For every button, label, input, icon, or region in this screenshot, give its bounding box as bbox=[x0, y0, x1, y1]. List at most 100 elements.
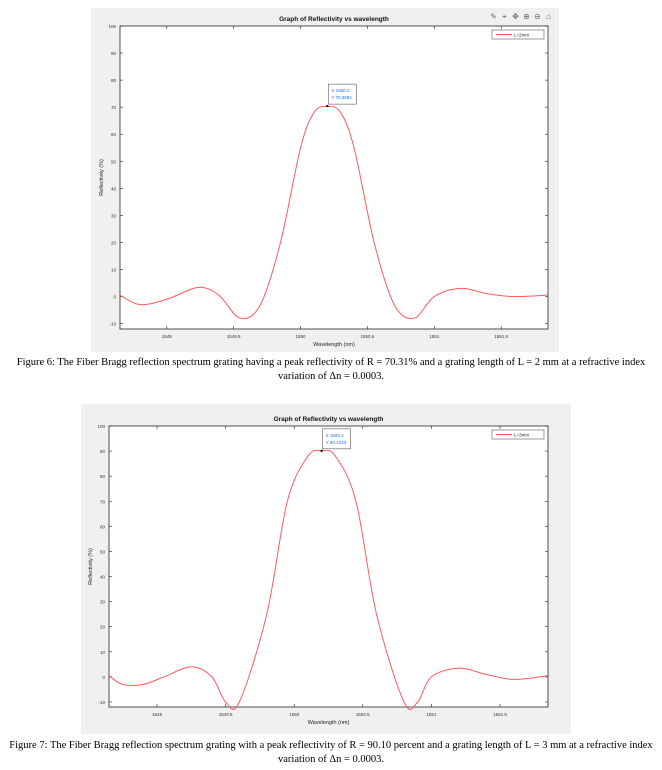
data-point bbox=[220, 296, 221, 297]
y-tick-label: 50 bbox=[100, 549, 106, 554]
data-point bbox=[225, 701, 226, 702]
figure-toolbar: ✎ ⌖ ✥ ⊕ ⊖ ⌂ bbox=[489, 12, 553, 21]
data-point bbox=[287, 501, 288, 502]
plot-area bbox=[108, 425, 549, 708]
data-point bbox=[143, 684, 144, 685]
data-point bbox=[547, 675, 548, 676]
data-tip-icon[interactable]: ⌖ bbox=[502, 12, 507, 21]
data-point bbox=[374, 242, 375, 243]
datatip-box bbox=[322, 428, 351, 450]
y-tick-label: 60 bbox=[111, 132, 117, 137]
y-tick-label: 0 bbox=[102, 675, 105, 680]
data-point bbox=[211, 676, 212, 677]
y-tick-label: 70 bbox=[100, 499, 106, 504]
y-tick-label: 70 bbox=[111, 105, 117, 110]
y-tick-label: 20 bbox=[100, 625, 106, 630]
data-point bbox=[460, 288, 461, 289]
data-point bbox=[280, 242, 281, 243]
datatip-box bbox=[328, 83, 357, 105]
datatip-x-label: X 1550.2 bbox=[331, 88, 350, 93]
x-tick-label: 1551.5 bbox=[493, 712, 507, 717]
data-point bbox=[240, 318, 241, 319]
chart-figure-7: Graph of Reflectivity vs wavelength -10 0 1… bbox=[88, 416, 549, 726]
x-tick-label: 1550 bbox=[296, 334, 307, 339]
data-point bbox=[340, 112, 341, 113]
data-point bbox=[193, 288, 194, 289]
y-tick-label: 30 bbox=[111, 213, 117, 218]
x-tick-label: 1551 bbox=[426, 712, 437, 717]
data-point bbox=[239, 701, 240, 702]
zoom-out-icon[interactable]: ⊖ bbox=[534, 12, 541, 21]
data-point bbox=[547, 295, 548, 296]
datatip-marker bbox=[326, 104, 329, 108]
y-tick-label: 30 bbox=[100, 600, 106, 605]
series-line-L=2mm bbox=[119, 105, 549, 320]
y-tick-label: 100 bbox=[97, 424, 105, 429]
data-point bbox=[431, 676, 432, 677]
y-tick-label: 100 bbox=[108, 24, 116, 29]
x-tick-label: 1550 bbox=[289, 712, 300, 717]
legend-box bbox=[491, 429, 545, 440]
figure-7-panel: Graph of Reflectivity vs wavelength -10 0 1… bbox=[81, 404, 571, 734]
datatip-marker bbox=[320, 449, 323, 453]
data-point bbox=[260, 304, 261, 305]
figure-7-caption: Figure 7: The Fiber Bragg reflection spe… bbox=[9, 740, 653, 765]
data-point bbox=[206, 288, 207, 289]
data-point bbox=[355, 501, 356, 502]
datatip-y-label: Y 70.3884 bbox=[331, 95, 352, 100]
y-tick-label: 0 bbox=[113, 295, 116, 300]
datatip-y-label: Y 90.1033 bbox=[326, 440, 347, 445]
pan-icon[interactable]: ✥ bbox=[512, 12, 519, 21]
data-point bbox=[139, 304, 140, 305]
zoom-in-icon[interactable]: ⊕ bbox=[523, 12, 530, 21]
y-tick-label: 50 bbox=[111, 159, 117, 164]
y-axis-label: Reflectivity (%) bbox=[99, 159, 105, 196]
data-point bbox=[417, 701, 418, 702]
data-point bbox=[108, 675, 109, 676]
chart-figure-6: Graph of Reflectivity vs wavelength -10 0 1… bbox=[99, 16, 549, 348]
y-tick-label: 80 bbox=[100, 474, 106, 479]
y-tick-label: -10 bbox=[98, 700, 105, 705]
series-line-L=3mm bbox=[108, 449, 549, 711]
data-point bbox=[414, 318, 415, 319]
home-icon[interactable]: ⌂ bbox=[546, 12, 551, 21]
x-axis-label: Wavelength (nm) bbox=[308, 720, 350, 726]
data-point bbox=[163, 676, 164, 677]
plot-area bbox=[119, 25, 549, 330]
y-tick-label: 80 bbox=[111, 78, 117, 83]
x-tick-label: 1551 bbox=[429, 334, 440, 339]
legend-label: L=3mm bbox=[514, 433, 529, 438]
data-point bbox=[513, 679, 514, 680]
figure-6-panel: Graph of Reflectivity vs wavelength -10 0 1… bbox=[91, 8, 559, 352]
data-point bbox=[403, 701, 404, 702]
data-point bbox=[122, 684, 123, 685]
x-tick-label: 1549 bbox=[152, 712, 163, 717]
y-tick-label: 60 bbox=[100, 524, 106, 529]
data-point bbox=[394, 304, 395, 305]
x-axis-label: Wavelength (nm) bbox=[313, 342, 355, 348]
data-point bbox=[266, 614, 267, 615]
data-point bbox=[458, 668, 459, 669]
y-tick-label: 10 bbox=[100, 650, 106, 655]
data-point bbox=[376, 614, 377, 615]
data-point bbox=[434, 296, 435, 297]
y-axis-label: Reflectivity (%) bbox=[88, 548, 94, 585]
data-point bbox=[514, 296, 515, 297]
brush-icon[interactable]: ✎ bbox=[490, 12, 497, 21]
chart-title: Graph of Reflectivity vs wavelength bbox=[274, 416, 384, 423]
x-tick-label: 1550.5 bbox=[356, 712, 370, 717]
y-tick-label: 90 bbox=[100, 449, 106, 454]
data-point bbox=[486, 674, 487, 675]
data-point bbox=[300, 147, 301, 148]
x-tick-label: 1550.5 bbox=[361, 334, 375, 339]
legend-label: L=2mm bbox=[514, 33, 529, 38]
legend-box bbox=[491, 29, 545, 40]
data-point bbox=[353, 147, 354, 148]
y-tick-label: 90 bbox=[111, 51, 117, 56]
data-point bbox=[191, 666, 192, 667]
y-tick-label: 10 bbox=[111, 267, 117, 272]
datatip-x-label: X 1550.2 bbox=[326, 433, 345, 438]
chart-title: Graph of Reflectivity vs wavelength bbox=[279, 16, 389, 23]
data-point bbox=[166, 299, 167, 300]
y-tick-label: 20 bbox=[111, 240, 117, 245]
